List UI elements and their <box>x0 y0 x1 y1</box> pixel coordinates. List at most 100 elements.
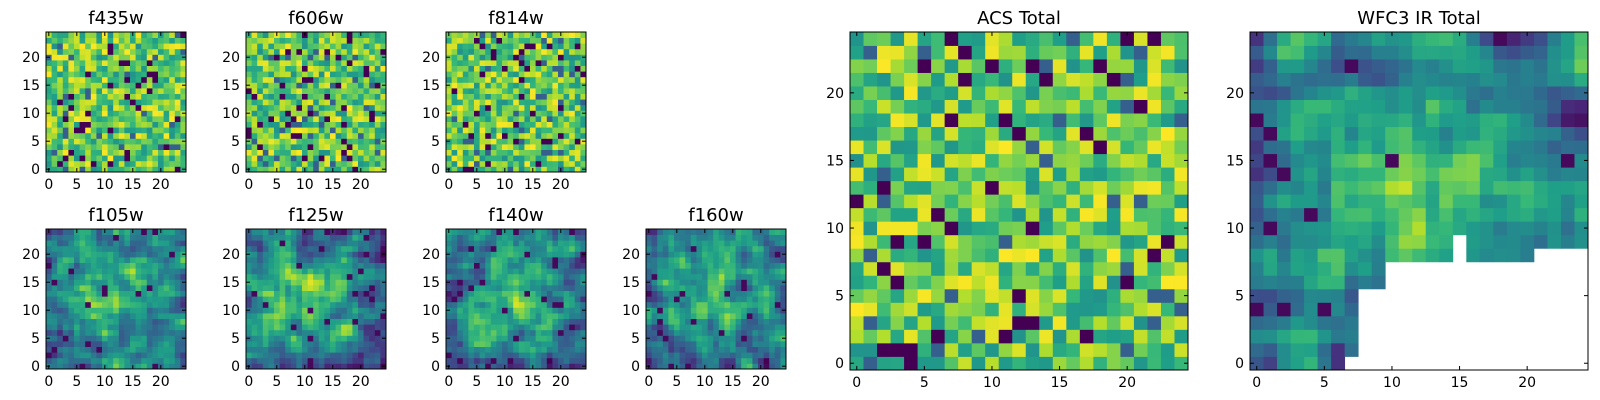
heatmap-cell <box>657 363 664 370</box>
heatmap-cell <box>79 329 86 336</box>
heatmap-cell <box>124 245 131 252</box>
heatmap-cell <box>496 357 503 364</box>
heatmap-cell <box>285 48 292 55</box>
heatmap-cell <box>135 48 142 55</box>
heatmap-cell <box>541 76 548 83</box>
heatmap-cell <box>780 290 787 297</box>
heatmap-cell <box>668 296 675 303</box>
heatmap-cell <box>518 76 525 83</box>
heatmap-cell <box>90 318 97 325</box>
heatmap-cell <box>763 352 770 359</box>
heatmap-cell <box>285 132 292 139</box>
heatmap-cell <box>268 149 275 156</box>
heatmap-cell <box>1106 302 1121 317</box>
panel-title: f140w <box>488 205 543 226</box>
heatmap-cell <box>257 144 264 150</box>
heatmap-cell <box>324 273 331 280</box>
heatmap-cell <box>485 346 492 353</box>
heatmap-cell <box>363 93 370 100</box>
heatmap-cell <box>79 88 86 94</box>
heatmap-cell <box>285 71 292 78</box>
heatmap-cell <box>274 149 280 156</box>
heatmap-cell <box>569 127 576 134</box>
heatmap-cell <box>46 121 52 128</box>
heatmap-cell <box>46 155 52 162</box>
heatmap-cell <box>124 54 131 61</box>
heatmap-cell <box>307 43 314 50</box>
heatmap-cell <box>335 318 342 325</box>
heatmap-cell <box>541 149 548 156</box>
heatmap-cell <box>363 341 370 347</box>
heatmap-cell <box>462 76 469 83</box>
heatmap-cell <box>79 82 86 89</box>
heatmap-cell <box>74 285 80 291</box>
heatmap-cell <box>313 285 320 291</box>
heatmap-cell <box>535 60 542 66</box>
heatmap-cell <box>346 65 353 72</box>
heatmap-cell <box>341 346 348 353</box>
heatmap-cell <box>341 82 348 89</box>
heatmap-cell <box>451 155 458 162</box>
heatmap-cell <box>457 43 464 50</box>
heatmap-cell <box>307 329 314 336</box>
heatmap-cell <box>118 71 125 78</box>
heatmap-cell <box>257 104 264 111</box>
heatmap-cell <box>580 268 587 275</box>
heatmap-cell <box>479 296 486 303</box>
heatmap-cell <box>457 290 464 297</box>
heatmap-cell <box>330 48 336 55</box>
heatmap-cell <box>180 296 187 303</box>
heatmap-cell <box>735 251 742 258</box>
heatmap-cell <box>274 318 280 325</box>
heatmap-cell <box>257 93 264 100</box>
heatmap-cell <box>574 307 581 314</box>
heatmap-cell <box>324 166 331 173</box>
heatmap-cell <box>574 251 581 258</box>
heatmap-cell <box>285 166 292 173</box>
heatmap-cell <box>46 273 52 280</box>
heatmap-cell <box>68 127 75 134</box>
heatmap-cell <box>330 346 336 353</box>
heatmap-cell <box>502 160 508 167</box>
heatmap-cell <box>57 138 64 145</box>
heatmap-cell <box>330 352 336 359</box>
heatmap-cell <box>1093 288 1108 303</box>
heatmap-cell <box>535 262 542 269</box>
heatmap-cell <box>307 245 314 252</box>
heatmap-cell <box>62 121 69 128</box>
heatmap-cell <box>574 341 581 347</box>
heatmap-cell <box>369 149 376 156</box>
heatmap-cell <box>490 155 497 162</box>
heatmap-cell <box>563 229 570 235</box>
heatmap-cell <box>79 245 86 252</box>
heatmap-cell <box>998 180 1013 195</box>
x-tick-label: 15 <box>324 374 342 390</box>
heatmap-cell <box>380 93 387 100</box>
heatmap-cell <box>51 245 58 252</box>
heatmap-cell <box>341 341 348 347</box>
heatmap-cell <box>369 357 376 364</box>
heatmap-cell <box>268 324 275 331</box>
heatmap-cell <box>85 104 92 111</box>
heatmap-cell <box>102 273 108 280</box>
heatmap-cell <box>358 60 364 66</box>
heatmap-cell <box>690 307 697 314</box>
heatmap-cell <box>724 329 731 336</box>
heatmap-cell <box>285 313 292 319</box>
heatmap-cell <box>130 155 136 162</box>
heatmap-cell <box>535 37 542 44</box>
heatmap-cell <box>468 32 475 38</box>
heatmap-cell <box>998 302 1013 317</box>
heatmap-cell <box>462 149 469 156</box>
heatmap-cell <box>507 93 514 100</box>
heatmap-cell <box>374 116 381 122</box>
heatmap-cell <box>769 307 776 314</box>
heatmap-cell <box>174 251 181 258</box>
heatmap-cell <box>496 341 503 347</box>
heatmap-cell <box>657 285 664 291</box>
heatmap-cell <box>335 245 342 252</box>
heatmap-cell <box>180 229 187 235</box>
heatmap-cell <box>1052 167 1067 182</box>
heatmap-cell <box>352 273 359 280</box>
heatmap-cell <box>380 318 387 325</box>
